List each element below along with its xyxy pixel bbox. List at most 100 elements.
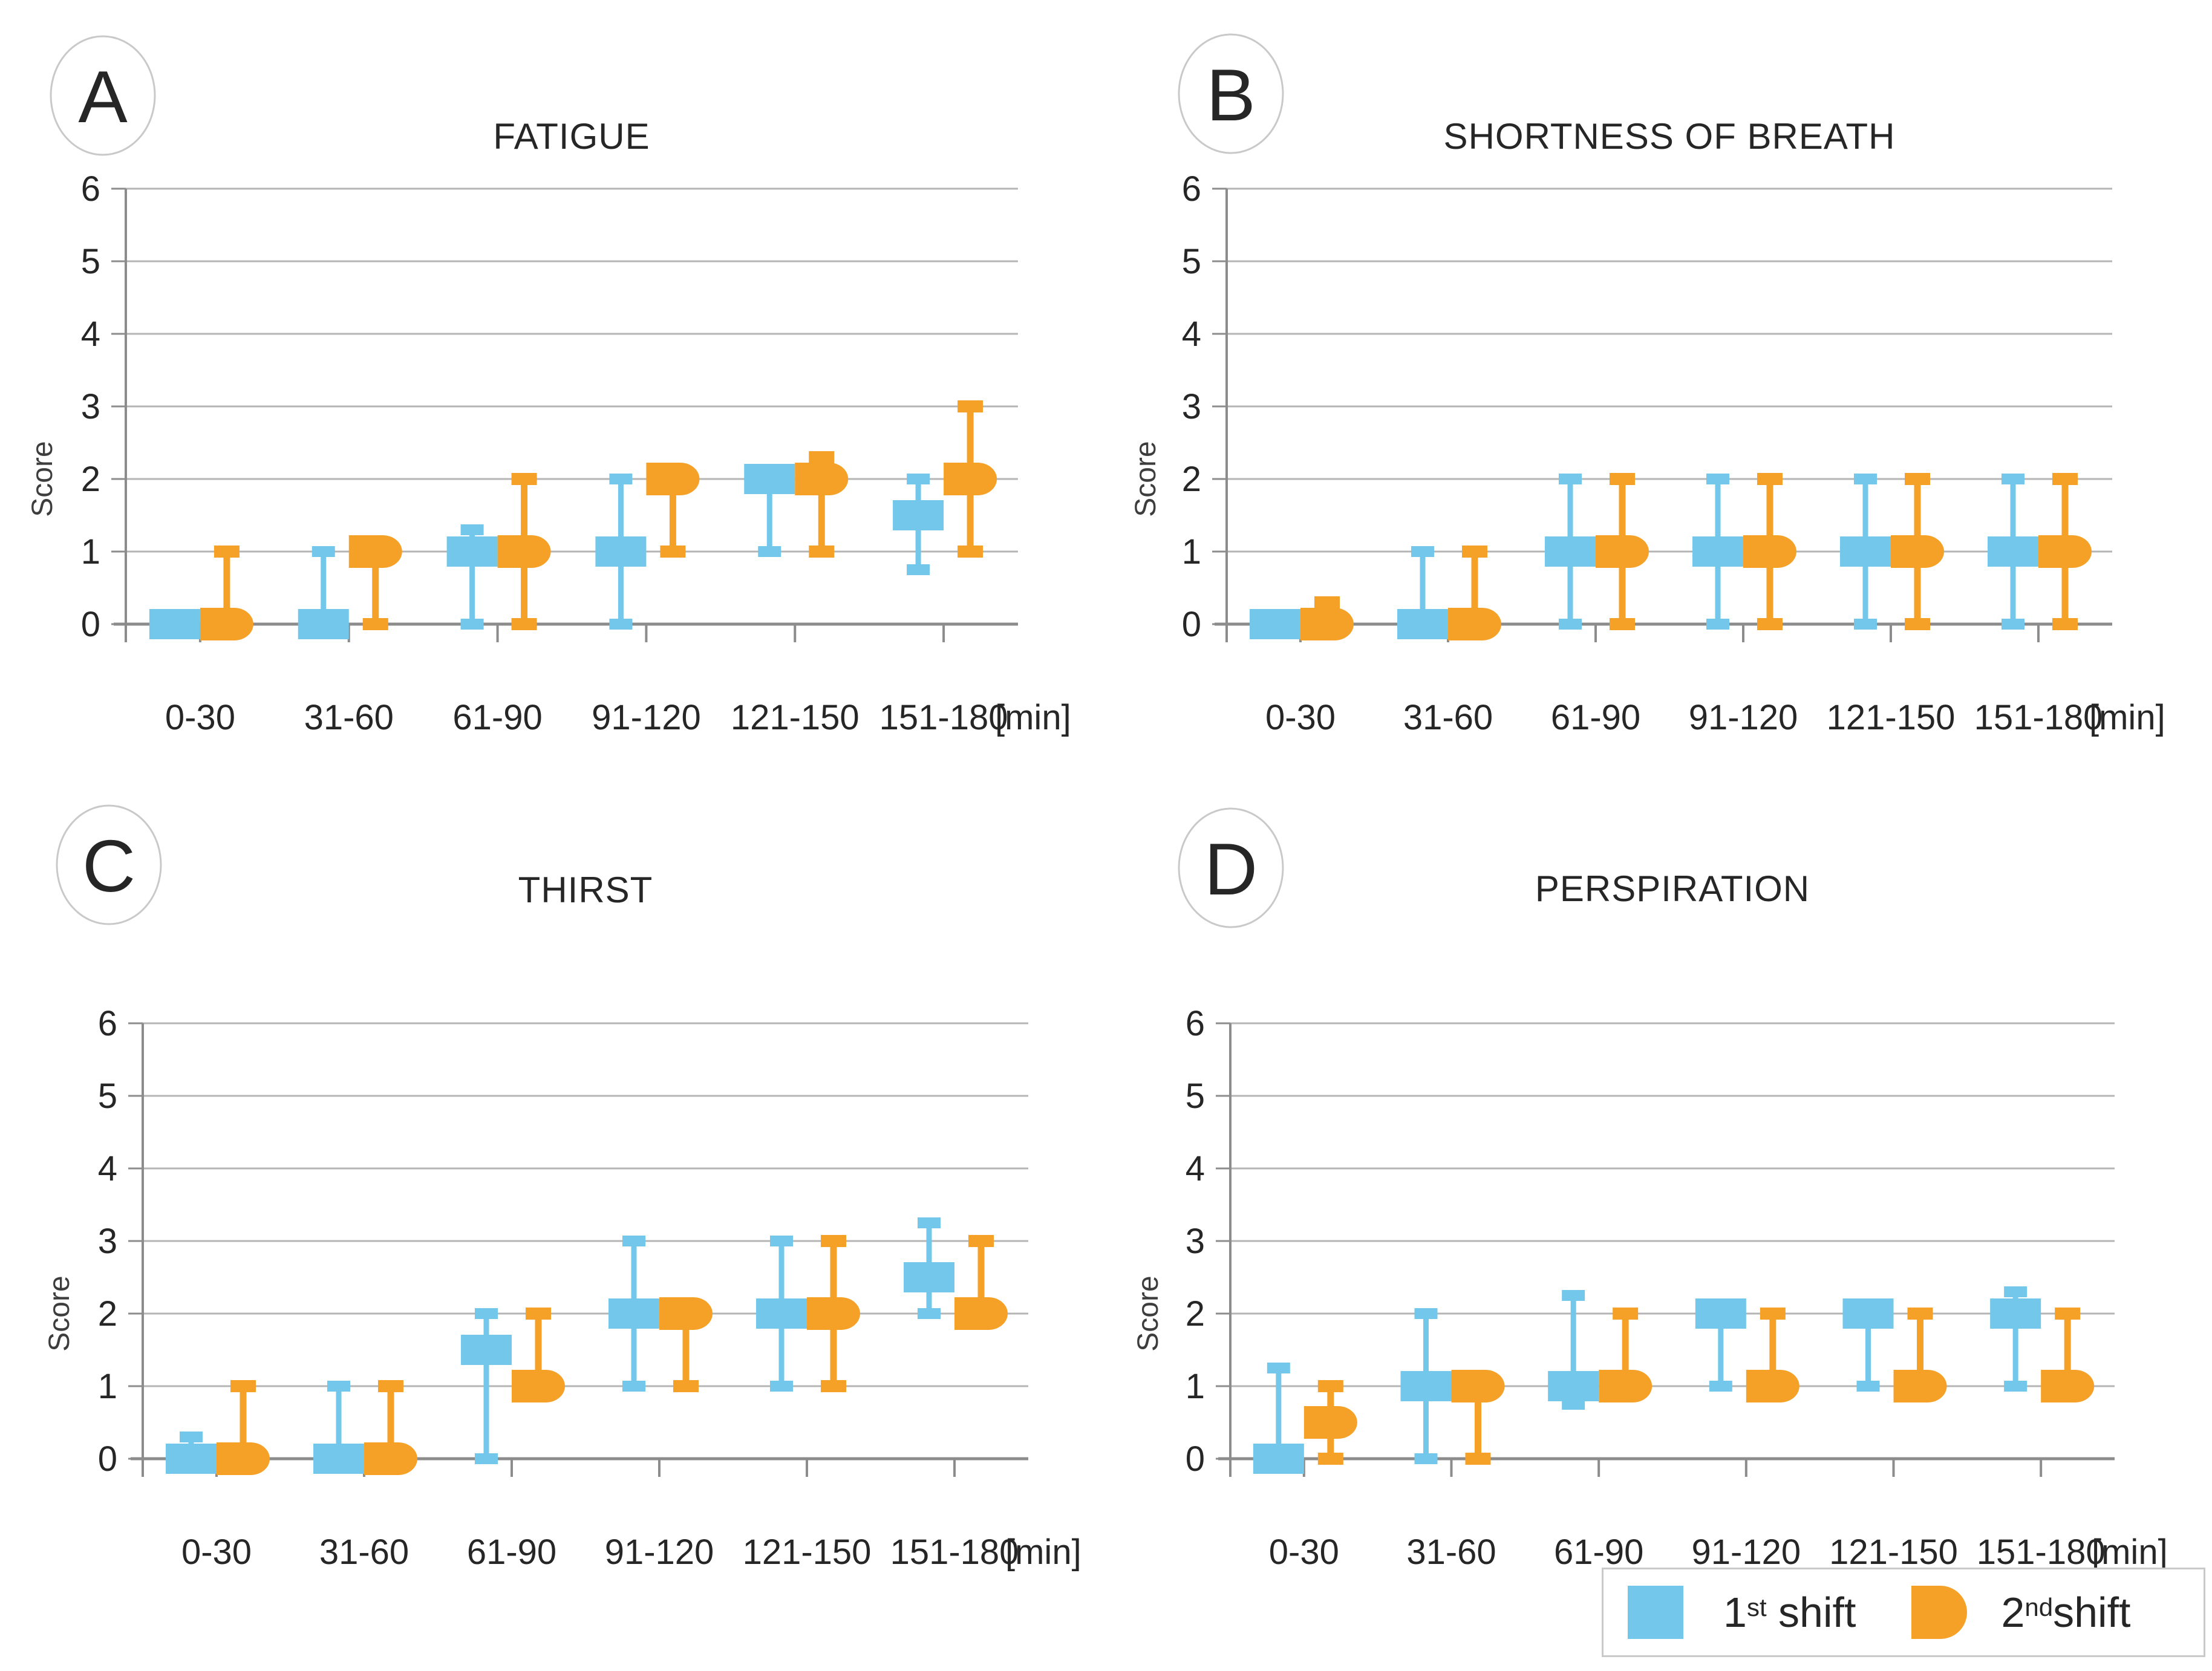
panel-c-whisker-cap-low: [821, 1380, 846, 1392]
panel-c-ytick-label-0: 0: [98, 1439, 117, 1479]
panel-b-ytick-label-2: 2: [1182, 460, 1201, 499]
panel-d-whisker-cap-low: [1465, 1453, 1491, 1465]
panel-c-series-2: [217, 1235, 1008, 1475]
panel-a-xlabel-2: 61-90: [452, 698, 542, 737]
panel-d: 0 1 2 3 4 5 6 PERSPIRATION D Score 0-30 31-60 61-90 9…: [1132, 807, 2168, 1572]
panel-d-series-1: [1253, 1286, 2041, 1474]
panel-d-whisker-cap-high: [1562, 1290, 1585, 1301]
panel-d-whisker-cap-high: [2004, 1286, 2028, 1297]
panel-b-xlabel-unit: [min]: [2089, 698, 2165, 737]
panel-c-ytick-label-3: 3: [98, 1222, 117, 1261]
panel-a-whisker-cap-high: [958, 400, 984, 412]
panel-b-pill-2nd-shift-1: [1448, 608, 1501, 640]
panel-c-whisker-cap-low: [673, 1380, 699, 1392]
panel-b-whisker-cap-low: [2052, 618, 2078, 630]
panel-b-pill-2nd-shift-3: [1743, 535, 1796, 568]
panel-b-pill-2nd-shift-2: [1596, 535, 1649, 568]
panel-b-ytick-label-5: 5: [1182, 242, 1201, 281]
panel-d-series-2: [1303, 1308, 2095, 1465]
panel-a-whisker-cap-low: [907, 564, 930, 575]
panel-c-whisker-cap-high: [770, 1236, 793, 1246]
panel-d-ytick-label-5: 5: [1186, 1077, 1205, 1116]
panel-c-whisker-cap-high: [821, 1235, 846, 1247]
panel-d-box-1st-shift-1: [1400, 1371, 1452, 1401]
panel-c-whisker-cap-high: [378, 1380, 403, 1392]
panel-a-whisker-cap-high: [809, 451, 835, 463]
panel-b-whisker-cap-high: [1757, 473, 1783, 485]
panel-c-xlabel-0: 0-30: [181, 1533, 252, 1572]
panel-b-whisker-cap-high: [1411, 546, 1434, 557]
panel-a-letter: A: [78, 56, 128, 138]
panel-c-ytick-label-2: 2: [98, 1294, 117, 1334]
panel-b-whisker-cap-high: [1905, 473, 1930, 485]
panel-c-whisker-cap-high: [918, 1217, 941, 1228]
panel-d-whisker-cap-high: [1414, 1308, 1438, 1319]
panel-c-ytick-label-6: 6: [98, 1004, 117, 1043]
panel-d-pill-2nd-shift-3: [1746, 1370, 1799, 1402]
panel-d-box-1st-shift-2: [1548, 1371, 1599, 1401]
panel-c-pill-2nd-shift-3: [659, 1297, 713, 1330]
panel-a-whisker-cap-low: [609, 619, 633, 630]
panel-d-whisker-cap-high: [2055, 1308, 2081, 1320]
panel-a-whisker-cap-low: [460, 619, 484, 630]
panel-c-box-1st-shift-1: [313, 1444, 364, 1474]
legend-label-1st-shift: 1st shift: [1723, 1589, 1856, 1636]
panel-b-xlabel-3: 91-120: [1689, 698, 1798, 737]
panel-b-pill-2nd-shift-4: [1891, 535, 1944, 568]
panel-d-xlabel-3: 91-120: [1692, 1533, 1801, 1572]
panel-d-whisker-cap-low: [1414, 1453, 1438, 1464]
panel-b-whisker-cap-high: [1559, 474, 1582, 484]
panel-c-xlabel-unit: [min]: [1005, 1533, 1082, 1572]
panel-b-box-1st-shift-5: [1988, 536, 2038, 567]
panel-d-whisker-cap-low: [1562, 1399, 1585, 1410]
panel-d-xlabel-2: 61-90: [1554, 1533, 1643, 1572]
panel-c-pill-2nd-shift-5: [954, 1297, 1008, 1330]
panel-c-whisker-cap-high: [230, 1380, 256, 1392]
panel-d-xlabel-4: 121-150: [1829, 1533, 1958, 1572]
panel-b-series-1: [1250, 474, 2038, 639]
panel-b-xlabel-0: 0-30: [1265, 698, 1336, 737]
panel-c-xlabel-5: 151-180: [890, 1533, 1019, 1572]
panel-a-ytick-label-4: 4: [81, 314, 100, 354]
panel-b-whisker-cap-high: [1610, 473, 1635, 485]
panel-b-title: SHORTNESS OF BREATH: [1444, 116, 1896, 157]
panel-a-ytick-label-1: 1: [81, 532, 100, 572]
panel-b-whisker-cap-low: [1706, 619, 1729, 630]
panel-a-xlabel-0: 0-30: [165, 698, 235, 737]
panel-d-ytick-label-4: 4: [1186, 1149, 1205, 1188]
panel-c-box-1st-shift-3: [608, 1298, 659, 1329]
panel-b-ytick-label-6: 6: [1182, 169, 1201, 209]
panel-d-ytick-label-6: 6: [1186, 1004, 1205, 1043]
panel-b-ytick-label-0: 0: [1182, 605, 1201, 644]
panel-a-pill-2nd-shift-4: [795, 463, 849, 495]
panel-d-box-1st-shift-4: [1842, 1298, 1894, 1329]
panel-d-letter: D: [1204, 828, 1258, 910]
panel-c-whisker-cap-high: [180, 1432, 203, 1442]
panel-d-whisker-cap-low: [1856, 1381, 1880, 1392]
panel-a-whisker-cap-high: [907, 474, 930, 484]
panel-a-whisker-cap-high: [511, 473, 537, 485]
panel-a-ytick-label-3: 3: [81, 387, 100, 426]
panel-c: 0 1 2 3 4 5 6 THIRST C Score 0-30 31-60 61-90 91-120 1…: [44, 804, 1082, 1572]
panel-c-pill-2nd-shift-1: [364, 1442, 417, 1475]
panel-b-box-1st-shift-0: [1250, 609, 1300, 639]
panel-b-whisker-cap-high: [1706, 474, 1729, 484]
panel-a-title: FATIGUE: [493, 116, 650, 157]
panel-d-pill-2nd-shift-1: [1451, 1370, 1505, 1402]
panel-a-xlabel-1: 31-60: [304, 698, 394, 737]
panel-b-whisker-cap-high: [2052, 473, 2078, 485]
panel-d-xlabel-5: 151-180: [1977, 1533, 2106, 1572]
panel-d-ytick-label-0: 0: [1186, 1439, 1205, 1479]
panel-a-xlabel-5: 151-180: [879, 698, 1008, 737]
panel-a-whisker-cap-low: [809, 546, 835, 558]
panel-d-whisker-cap-low: [1709, 1381, 1732, 1392]
panel-c-xlabel-3: 91-120: [605, 1533, 714, 1572]
panel-d-whisker-cap-high: [1317, 1380, 1343, 1392]
panel-c-box-1st-shift-2: [461, 1335, 512, 1365]
panel-c-whisker-cap-high: [475, 1308, 498, 1319]
panel-c-whisker-cap-low: [770, 1381, 793, 1392]
panel-c-whisker-cap-high: [622, 1236, 645, 1246]
panel-a-series-1: [149, 464, 944, 639]
panel-c-xlabel-1: 31-60: [319, 1533, 409, 1572]
